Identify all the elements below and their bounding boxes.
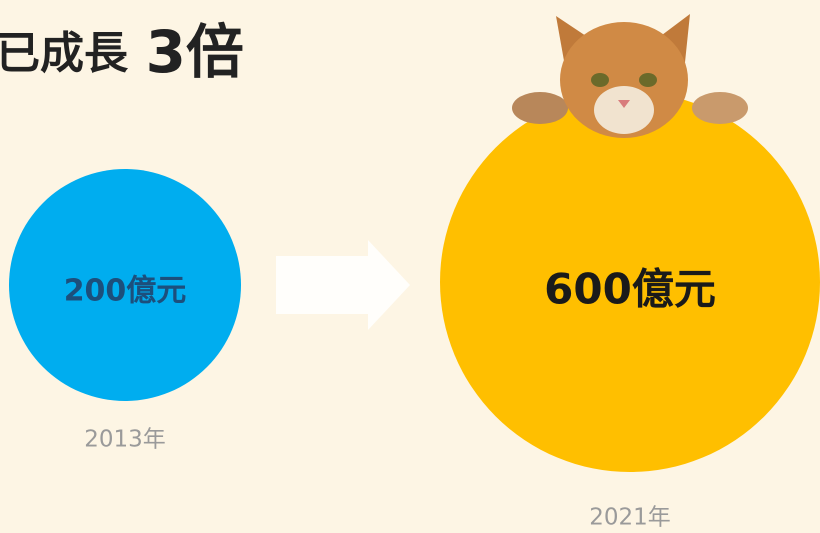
slide: 已成長 3倍 200億元 2013年 600億元 2021年: [0, 0, 820, 533]
year-label: 2021年: [589, 505, 671, 531]
amount-label: 200億元: [64, 274, 187, 309]
page: 已成長 3倍 200億元 2013年 600億元 2021年 (() => { …: [0, 0, 820, 533]
amount-label: 600億元: [544, 265, 716, 314]
year-label: 2013年: [84, 427, 166, 453]
title-prefix: 已成長: [0, 28, 129, 79]
title: 已成長 3倍: [0, 18, 244, 86]
title-highlight: 3倍: [146, 18, 244, 86]
